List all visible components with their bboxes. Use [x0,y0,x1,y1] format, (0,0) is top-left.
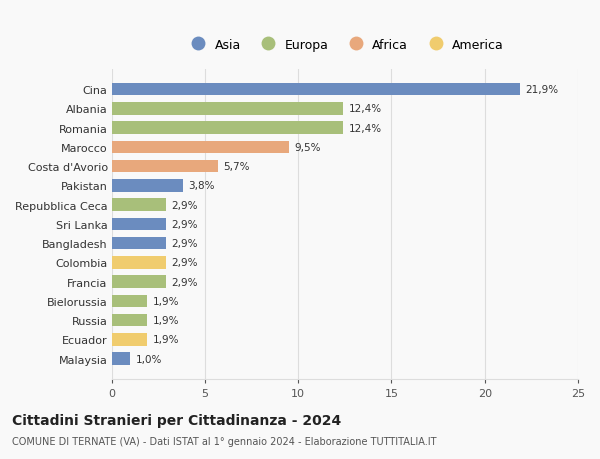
Bar [112,103,343,115]
Legend: Asia, Europa, Africa, America: Asia, Europa, Africa, America [186,39,504,51]
Bar [112,141,289,154]
Text: 2,9%: 2,9% [172,200,198,210]
Text: 2,9%: 2,9% [172,239,198,248]
Bar [112,218,166,230]
Bar [112,353,130,365]
Bar [112,237,166,250]
Text: 5,7%: 5,7% [224,162,250,172]
Text: 12,4%: 12,4% [349,123,382,133]
Bar [112,333,147,346]
Bar [112,276,166,288]
Bar [112,314,147,327]
Text: 1,0%: 1,0% [136,354,163,364]
Text: COMUNE DI TERNATE (VA) - Dati ISTAT al 1° gennaio 2024 - Elaborazione TUTTITALIA: COMUNE DI TERNATE (VA) - Dati ISTAT al 1… [12,437,437,446]
Bar [112,179,182,192]
Text: 21,9%: 21,9% [526,85,559,95]
Text: 1,9%: 1,9% [153,296,179,306]
Text: 3,8%: 3,8% [188,181,215,191]
Text: 1,9%: 1,9% [153,315,179,325]
Bar [112,295,147,308]
Text: 1,9%: 1,9% [153,335,179,345]
Text: 12,4%: 12,4% [349,104,382,114]
Text: Cittadini Stranieri per Cittadinanza - 2024: Cittadini Stranieri per Cittadinanza - 2… [12,414,341,428]
Bar [112,122,343,134]
Bar [112,84,520,96]
Text: 9,5%: 9,5% [295,142,321,152]
Bar [112,199,166,211]
Bar [112,161,218,173]
Bar [112,257,166,269]
Text: 2,9%: 2,9% [172,258,198,268]
Text: 2,9%: 2,9% [172,219,198,230]
Text: 2,9%: 2,9% [172,277,198,287]
